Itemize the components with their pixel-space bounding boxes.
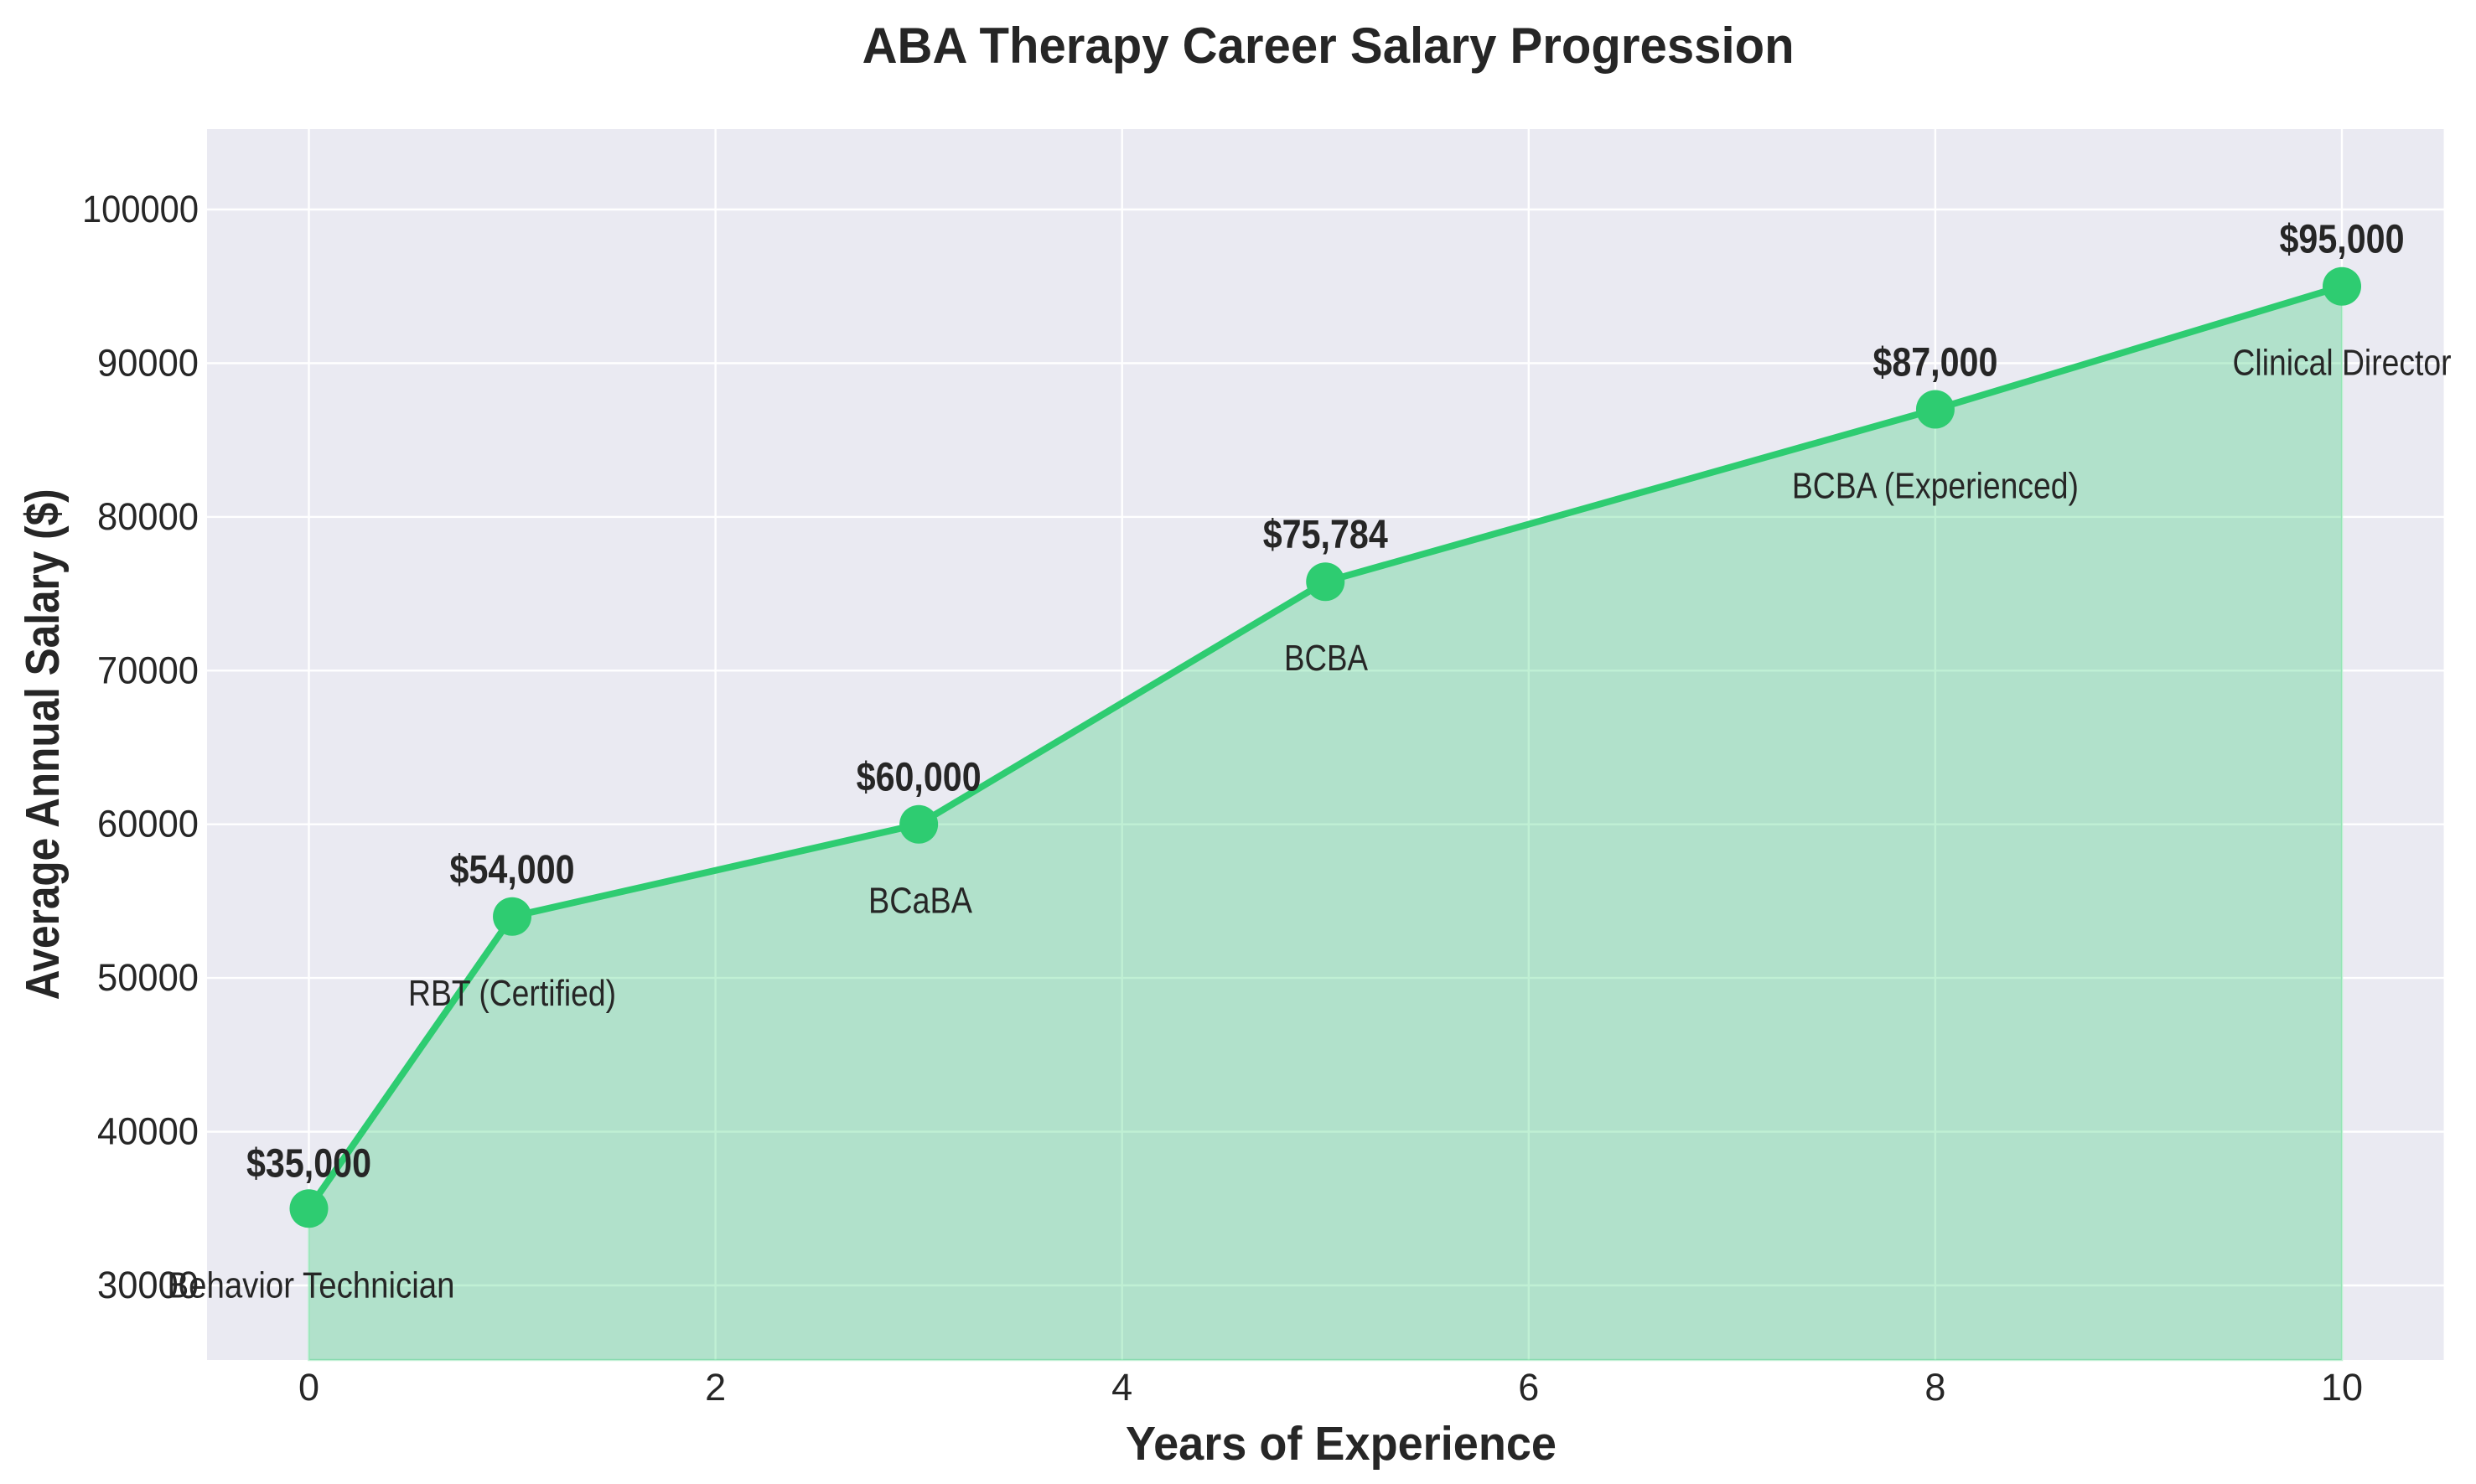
svg-text:BCaBA: BCaBA [868,881,973,922]
svg-text:70000: 70000 [97,649,199,691]
svg-text:50000: 50000 [97,956,199,999]
svg-text:40000: 40000 [97,1110,199,1153]
svg-text:$35,000: $35,000 [246,1141,371,1186]
svg-text:$54,000: $54,000 [450,848,575,892]
svg-text:$75,784: $75,784 [1263,513,1388,557]
svg-text:Behavior Technician: Behavior Technician [168,1264,455,1306]
svg-text:8: 8 [1924,1366,1945,1409]
svg-text:60000: 60000 [97,803,199,845]
svg-text:0: 0 [298,1366,319,1409]
svg-text:Clinical Director: Clinical Director [2233,343,2452,384]
svg-text:$60,000: $60,000 [857,756,982,800]
svg-text:4: 4 [1111,1366,1132,1409]
svg-text:80000: 80000 [97,495,199,538]
svg-text:$87,000: $87,000 [1873,341,1997,385]
svg-text:30000: 30000 [97,1264,199,1306]
svg-text:Years of Experience: Years of Experience [1126,1417,1557,1471]
svg-text:RBT (Certified): RBT (Certified) [408,973,616,1014]
svg-text:6: 6 [1518,1366,1539,1409]
svg-text:BCBA: BCBA [1284,638,1369,679]
svg-text:ABA Therapy Career Salary Prog: ABA Therapy Career Salary Progression [862,18,1795,74]
svg-text:BCBA (Experienced): BCBA (Experienced) [1792,466,2079,507]
svg-text:Average Annual Salary ($): Average Annual Salary ($) [16,489,70,1000]
svg-text:100000: 100000 [82,188,199,230]
svg-text:10: 10 [2321,1366,2363,1409]
svg-text:2: 2 [705,1366,726,1409]
svg-text:90000: 90000 [97,341,199,384]
svg-text:$95,000: $95,000 [2280,218,2405,262]
